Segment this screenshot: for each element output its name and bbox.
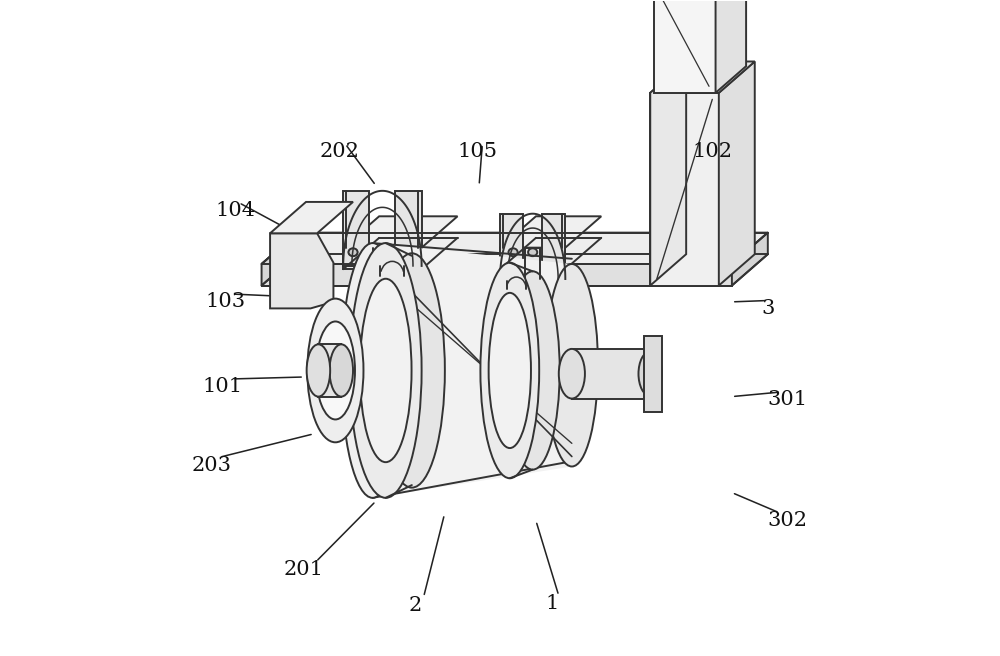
Ellipse shape: [348, 249, 358, 256]
Polygon shape: [644, 336, 662, 411]
Polygon shape: [732, 233, 768, 285]
Text: 201: 201: [284, 560, 324, 579]
Polygon shape: [262, 264, 732, 285]
Ellipse shape: [316, 321, 355, 419]
Ellipse shape: [379, 253, 445, 487]
Ellipse shape: [489, 293, 531, 448]
Ellipse shape: [368, 249, 377, 256]
Ellipse shape: [307, 344, 330, 397]
Polygon shape: [346, 248, 373, 266]
Text: 301: 301: [767, 390, 807, 409]
Polygon shape: [500, 214, 523, 279]
Ellipse shape: [528, 249, 537, 256]
Ellipse shape: [350, 243, 422, 498]
Polygon shape: [500, 216, 601, 248]
Text: 105: 105: [457, 142, 497, 161]
Polygon shape: [395, 191, 422, 266]
Polygon shape: [270, 202, 353, 234]
Polygon shape: [716, 0, 746, 93]
Polygon shape: [542, 214, 565, 279]
Ellipse shape: [330, 344, 353, 397]
Polygon shape: [500, 248, 565, 269]
Text: 202: 202: [320, 142, 360, 161]
Ellipse shape: [388, 249, 397, 256]
Text: 104: 104: [215, 201, 255, 220]
Text: 1: 1: [546, 594, 559, 613]
Polygon shape: [262, 233, 298, 285]
Text: 103: 103: [206, 293, 246, 312]
Ellipse shape: [546, 264, 598, 466]
Ellipse shape: [506, 272, 560, 470]
Text: 101: 101: [202, 377, 242, 396]
Ellipse shape: [559, 349, 585, 399]
Polygon shape: [719, 62, 755, 285]
Polygon shape: [503, 248, 525, 279]
Polygon shape: [373, 243, 598, 498]
Text: 2: 2: [408, 596, 422, 615]
Ellipse shape: [638, 352, 662, 396]
Polygon shape: [343, 216, 458, 248]
Polygon shape: [343, 248, 422, 269]
Polygon shape: [650, 62, 755, 93]
Polygon shape: [540, 248, 562, 279]
Polygon shape: [270, 234, 333, 308]
Ellipse shape: [360, 279, 412, 462]
Polygon shape: [318, 344, 341, 397]
Polygon shape: [343, 191, 369, 266]
Text: 302: 302: [767, 511, 807, 530]
Ellipse shape: [341, 243, 404, 498]
Text: 102: 102: [692, 142, 732, 161]
Text: 3: 3: [761, 299, 775, 318]
Ellipse shape: [307, 298, 363, 442]
Polygon shape: [572, 349, 650, 399]
Polygon shape: [650, 93, 719, 285]
Polygon shape: [392, 248, 418, 266]
Ellipse shape: [508, 249, 518, 256]
Text: 203: 203: [191, 456, 231, 475]
Ellipse shape: [480, 262, 539, 478]
Polygon shape: [262, 233, 768, 264]
Polygon shape: [654, 0, 716, 93]
Polygon shape: [650, 62, 686, 285]
